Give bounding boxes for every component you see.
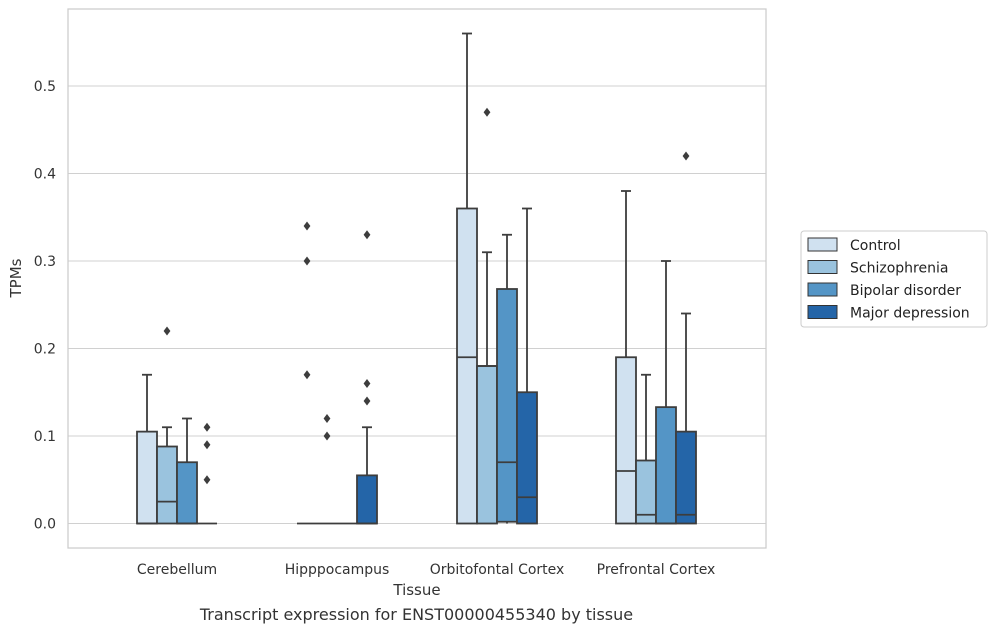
y-tick-label: 0.2	[34, 342, 56, 358]
box-1-0	[297, 221, 317, 525]
box-1-3	[356, 230, 378, 525]
box-2-3	[516, 207, 538, 525]
box-body	[476, 365, 498, 525]
outlier-point	[363, 379, 371, 388]
box-2-0	[456, 32, 478, 525]
box-body	[496, 288, 518, 523]
x-axis-label: Tissue	[392, 581, 440, 599]
outlier-point	[303, 221, 311, 231]
y-tick-label: 0.5	[34, 79, 56, 95]
plot-frame	[67, 8, 767, 549]
box-body	[136, 430, 158, 525]
x-tick-labels: Cerebellum Hipppocampus Orbitofontal Corte…	[137, 562, 715, 578]
box-0-0	[136, 373, 158, 525]
legend-items: Control Schizophrenia Bipolar disorder Majo…	[807, 237, 970, 322]
box-2-2	[496, 233, 518, 524]
x-tick-label: Prefrontal Cortex	[597, 562, 716, 578]
box-3-2	[655, 260, 677, 525]
outlier-point	[483, 107, 491, 117]
legend-label: Major depression	[850, 306, 970, 322]
x-tick-label: Orbitofontal Cortex	[430, 562, 565, 578]
box-3-3	[675, 151, 697, 525]
box-body	[615, 356, 637, 525]
outlier-point	[203, 440, 211, 450]
box-body	[156, 445, 178, 525]
box-body	[655, 406, 677, 525]
legend: Control Schizophrenia Bipolar disorder Majo…	[800, 230, 988, 328]
box-3-1	[635, 373, 657, 525]
legend-label: Control	[850, 238, 901, 254]
outlier-point	[163, 326, 171, 336]
outlier-point	[323, 414, 331, 423]
outlier-point	[303, 256, 311, 266]
x-tick-label: Hipppocampus	[285, 562, 390, 578]
outlier-point	[303, 370, 311, 380]
y-tick-label: 0.3	[34, 254, 56, 270]
outlier-point	[682, 151, 690, 161]
legend-frame	[800, 230, 988, 328]
y-axis-label: TPMs	[7, 258, 25, 298]
y-tick-label: 0.1	[34, 429, 56, 445]
box-body	[675, 430, 697, 525]
legend-swatch	[807, 237, 838, 252]
boxes	[136, 32, 697, 525]
y-tick-labels: 0.0 0.1 0.2 0.3 0.4 0.5	[34, 79, 56, 533]
box-body	[356, 474, 378, 525]
outlier-point	[363, 396, 371, 406]
box-0-2	[176, 417, 198, 525]
y-tick-label: 0.0	[34, 517, 56, 533]
box-3-0	[615, 190, 637, 525]
legend-label: Schizophrenia	[850, 261, 948, 277]
box-body	[176, 461, 198, 525]
outlier-point	[363, 230, 371, 240]
box-2-1	[476, 107, 498, 525]
figure-caption: Transcript expression for ENST0000045534…	[199, 605, 634, 624]
box-body	[516, 391, 538, 525]
box-1-1	[317, 414, 337, 525]
legend-swatch	[807, 260, 838, 274]
box-0-3	[197, 422, 217, 525]
box-body	[456, 207, 478, 525]
outlier-point	[323, 431, 331, 441]
x-tick-label: Cerebellum	[137, 562, 217, 578]
y-tick-label: 0.4	[34, 167, 56, 183]
legend-swatch	[807, 305, 838, 319]
box-0-1	[156, 326, 178, 525]
legend-label: Bipolar disorder	[850, 283, 961, 299]
outlier-point	[203, 422, 211, 432]
outlier-point	[203, 475, 211, 485]
legend-swatch	[807, 282, 838, 297]
